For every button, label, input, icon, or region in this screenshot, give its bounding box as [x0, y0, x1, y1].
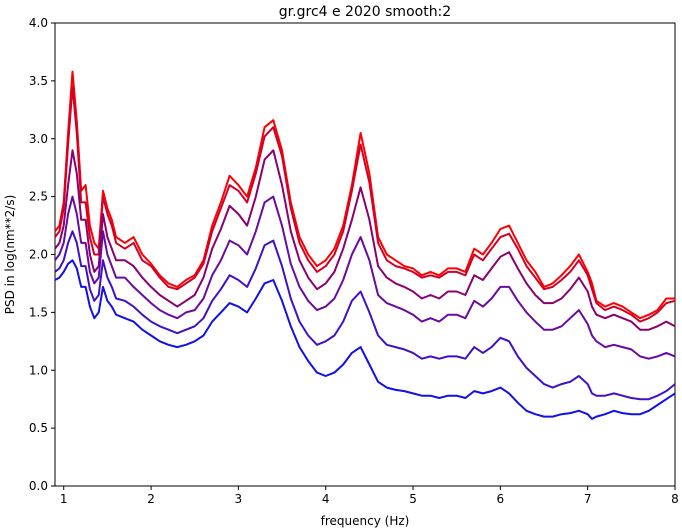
series-line-5 — [54, 230, 676, 401]
x-tick-label: 4 — [322, 492, 330, 506]
series-group — [54, 70, 676, 420]
x-tick-label: 5 — [409, 492, 417, 506]
x-tick-label: 6 — [497, 492, 505, 506]
y-tick-label: 0.5 — [29, 421, 48, 435]
x-axis-ticks: 1 2 3 4 5 6 7 8 — [60, 486, 679, 506]
y-tick-label: 1.5 — [29, 305, 48, 319]
x-tick-label: 1 — [60, 492, 68, 506]
x-axis-label: frequency (Hz) — [321, 514, 410, 528]
y-tick-label: 3.5 — [29, 74, 48, 88]
x-tick-label: 3 — [235, 492, 243, 506]
series-line-2 — [54, 85, 676, 323]
series-line-6 — [54, 259, 676, 420]
series-line-4 — [54, 195, 676, 360]
y-axis-label: PSD in log(nm**2/s) — [3, 195, 17, 315]
x-tick-label: 2 — [147, 492, 155, 506]
series-line-3 — [54, 149, 676, 331]
x-tick-label: 8 — [671, 492, 679, 506]
y-tick-label: 0.0 — [29, 479, 48, 493]
y-axis-ticks: 0.0 0.5 1.0 1.5 2.0 2.5 3.0 3.5 4.0 — [29, 16, 55, 493]
y-tick-label: 3.0 — [29, 132, 48, 146]
plot-area — [54, 22, 676, 487]
x-tick-label: 7 — [584, 492, 592, 506]
series-line-1 — [54, 70, 675, 320]
y-tick-label: 2.5 — [29, 190, 48, 204]
y-tick-label: 4.0 — [29, 16, 48, 30]
y-tick-label: 1.0 — [29, 363, 48, 377]
chart-title: gr.grc4 e 2020 smooth:2 — [279, 4, 451, 20]
plot-frame — [54, 22, 676, 487]
y-tick-label: 2.0 — [29, 248, 48, 262]
